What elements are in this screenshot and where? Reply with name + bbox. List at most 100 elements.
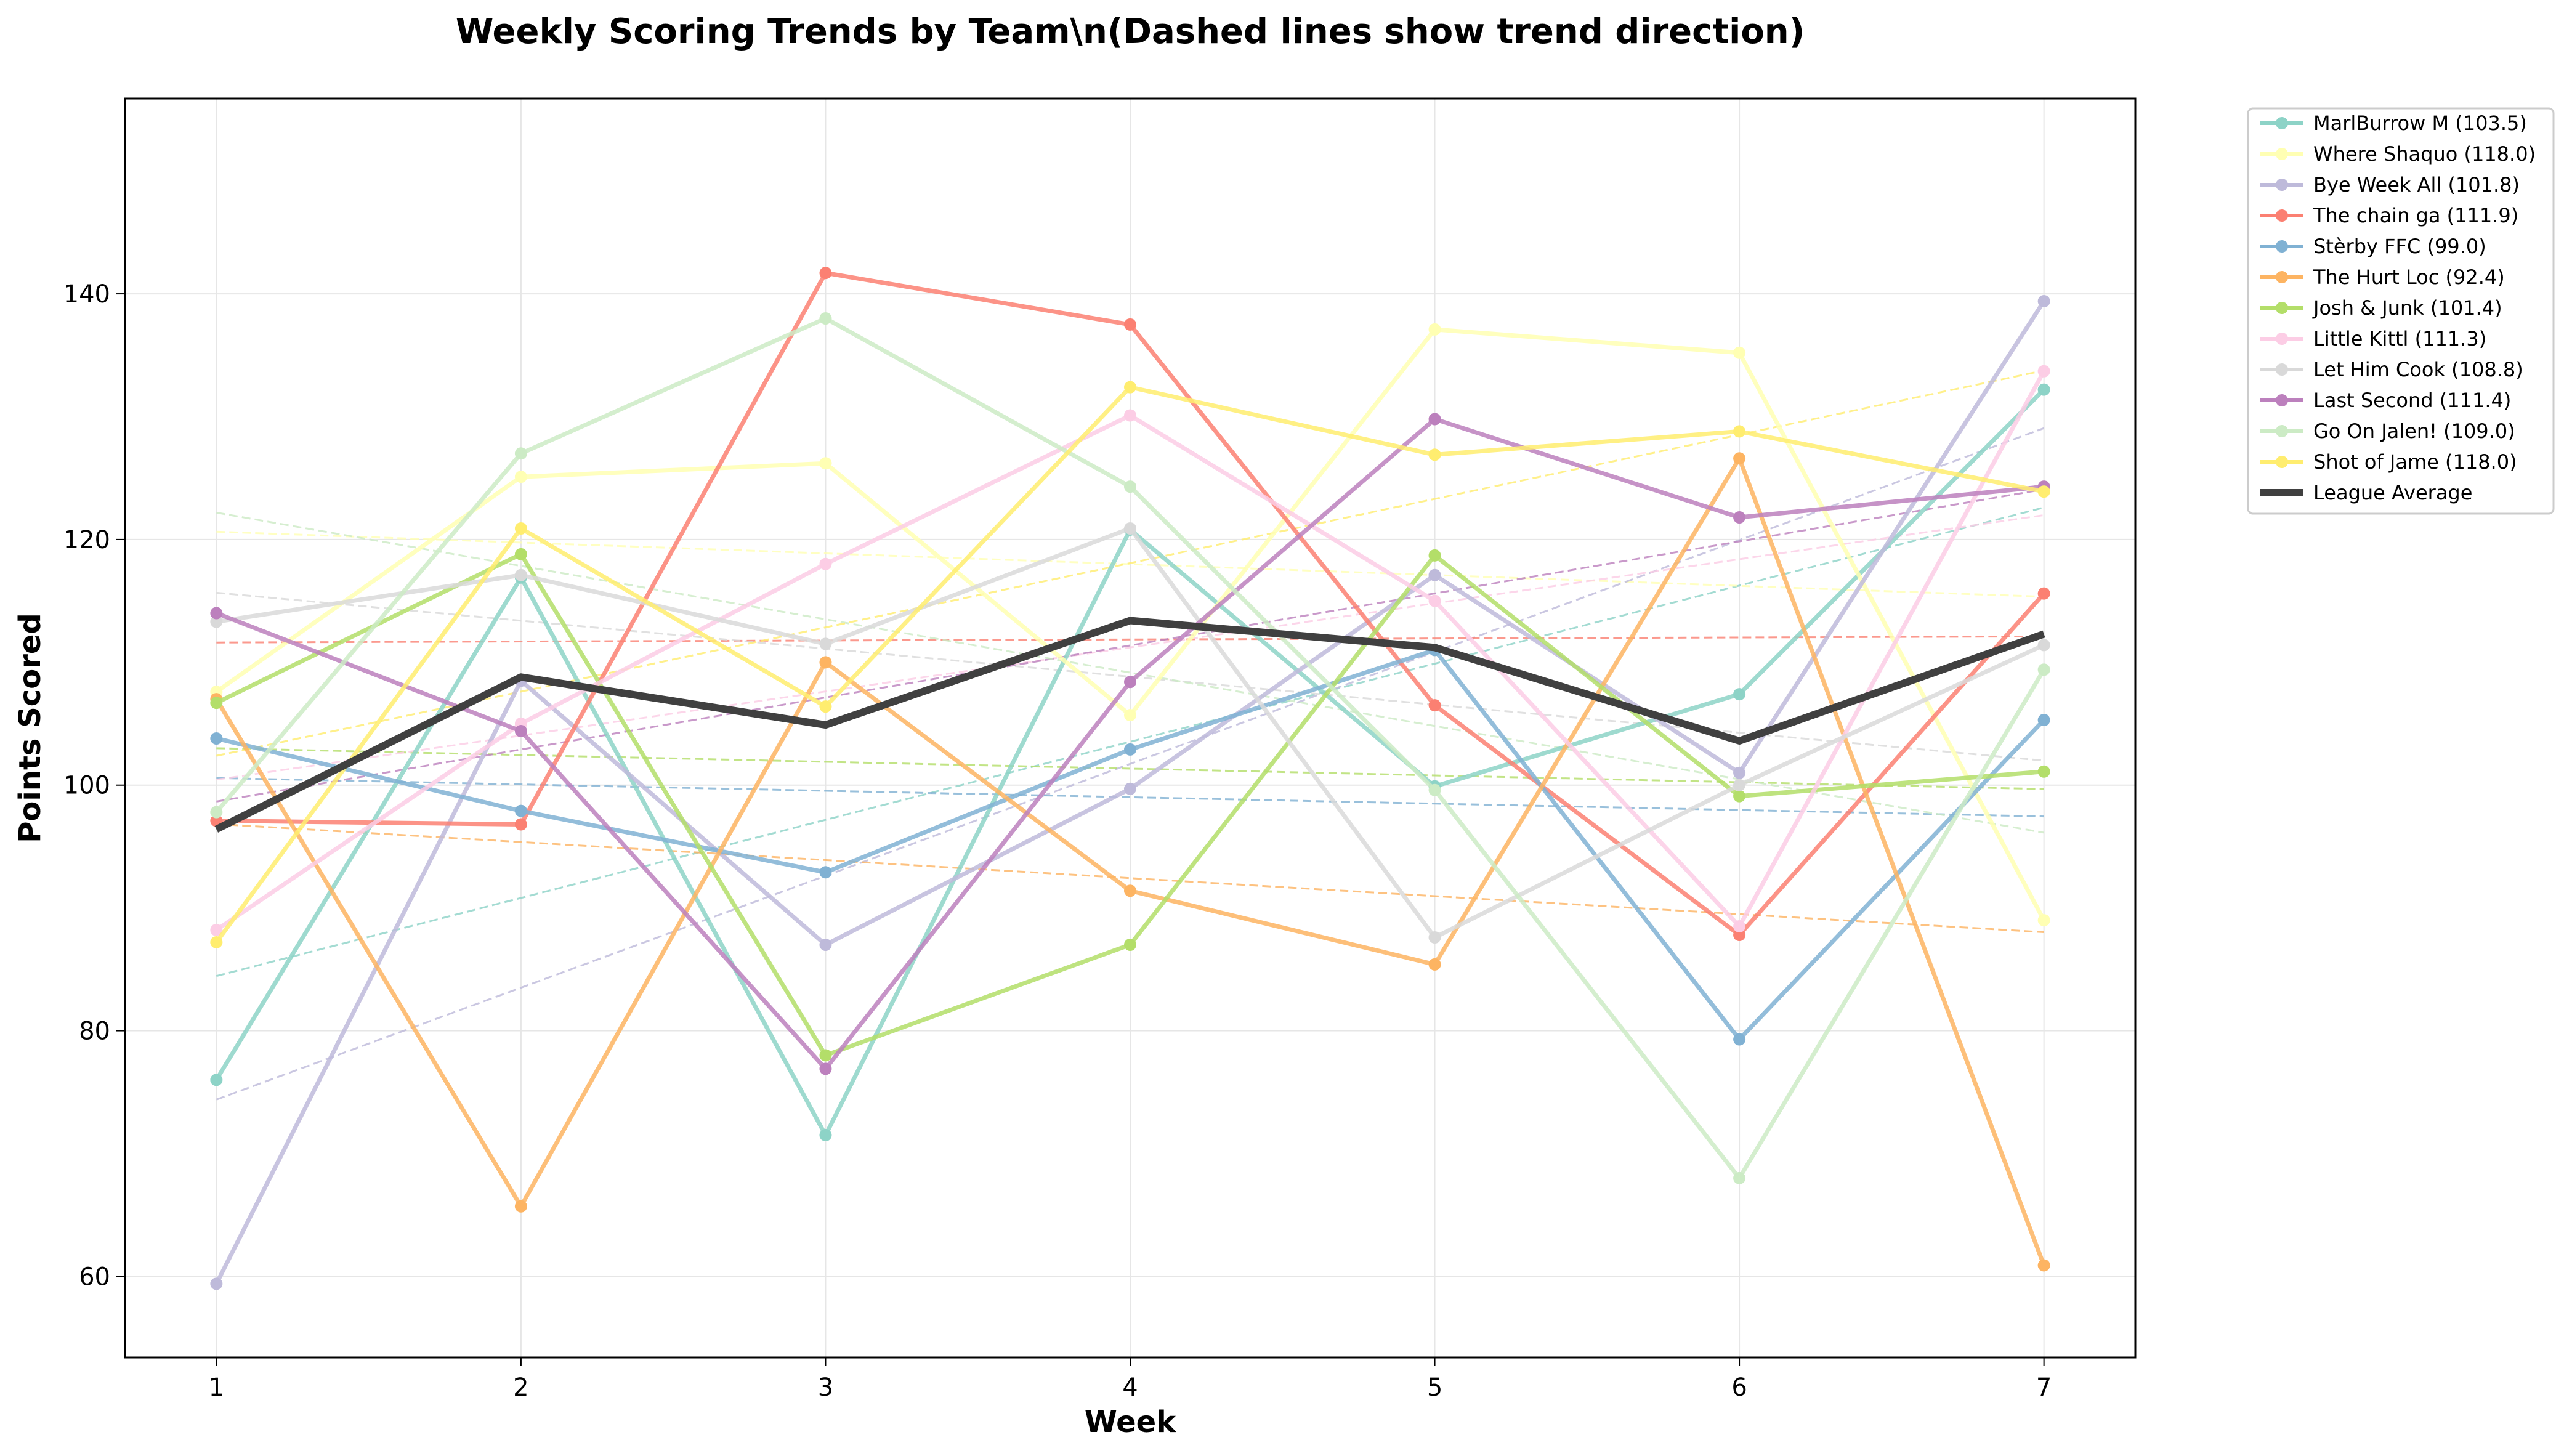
data-point (1124, 938, 1136, 951)
x-tick-label: 1 (209, 1373, 224, 1402)
data-point (1428, 323, 1441, 336)
y-tick-label: 80 (79, 1017, 110, 1046)
x-tick-label: 6 (1731, 1373, 1747, 1402)
legend-label: MarlBurrow M (103.5) (2313, 111, 2527, 135)
legend-item: Shot of Jame (118.0) (2260, 450, 2517, 474)
data-point (1124, 676, 1136, 689)
data-point (1428, 699, 1441, 712)
legend-label: Bye Week All (101.8) (2313, 173, 2520, 196)
legend-label: Josh & Junk (101.4) (2312, 296, 2502, 320)
legend-marker (2276, 425, 2288, 437)
legend-item: Let Him Cook (108.8) (2260, 358, 2523, 381)
data-point (2037, 914, 2050, 927)
data-point (1124, 480, 1136, 493)
data-point (1733, 766, 1746, 779)
data-point (1428, 549, 1441, 562)
legend-marker (2276, 240, 2288, 253)
average-line (214, 617, 2045, 833)
legend-marker (2276, 271, 2288, 283)
data-point (1428, 958, 1441, 971)
x-tick-label: 2 (513, 1373, 528, 1402)
data-point (1124, 409, 1136, 422)
data-point (514, 548, 527, 560)
legend-marker (2276, 302, 2288, 314)
legend-label: Where Shaquo (118.0) (2313, 142, 2536, 166)
data-point (2037, 765, 2050, 778)
legend-item: Stèrby FFC (99.0) (2260, 235, 2486, 258)
trend-line (216, 777, 2044, 818)
grid-lines (125, 99, 2135, 1357)
data-point (819, 1129, 832, 1142)
series-group (210, 644, 2050, 1046)
data-point (514, 447, 527, 460)
y-tick-label: 140 (63, 280, 110, 309)
data-point (2037, 295, 2050, 308)
series-group (210, 413, 2050, 1075)
chart-title: Weekly Scoring Trends by Team\n(Dashed l… (456, 12, 1805, 52)
series-group (210, 312, 2050, 1184)
data-point (1124, 522, 1136, 535)
x-tick-label: 5 (1427, 1373, 1442, 1402)
trend-line (216, 635, 2044, 644)
data-point (1124, 318, 1136, 331)
legend-label: Last Second (111.4) (2313, 389, 2511, 412)
plot-frame (124, 97, 2137, 1359)
data-point (1733, 511, 1746, 524)
data-point (514, 724, 527, 737)
trend-line (216, 427, 2045, 1101)
data-point (2037, 587, 2050, 600)
legend-label: League Average (2313, 481, 2472, 504)
legend-marker (2276, 363, 2288, 376)
x-axis-ticks: 1 2 3 4 5 6 7 (209, 1357, 2052, 1402)
legend-marker (2276, 394, 2288, 406)
data-point (819, 1062, 832, 1075)
legend-label: Stèrby FFC (99.0) (2313, 235, 2486, 258)
trend-line (216, 747, 2044, 790)
league-average-line (214, 617, 2045, 833)
data-point (1428, 413, 1441, 426)
data-point (1428, 594, 1441, 607)
legend-marker (2276, 209, 2288, 222)
trend-line (216, 488, 2044, 803)
x-tick-label: 4 (1122, 1373, 1138, 1402)
data-point (819, 267, 832, 280)
data-point (2037, 365, 2050, 378)
data-point (819, 312, 832, 325)
legend-frame (2247, 107, 2555, 515)
data-point (210, 1277, 223, 1290)
data-point (1733, 790, 1746, 803)
legend-item: The Hurt Loc (92.4) (2260, 265, 2505, 289)
series-group (210, 381, 2050, 948)
data-point (210, 1074, 223, 1086)
data-point (1733, 929, 1746, 942)
legend-marker (2276, 456, 2288, 468)
legend-label: Go On Jalen! (109.0) (2313, 419, 2515, 443)
data-point (2037, 714, 2050, 727)
legend-marker (2276, 148, 2288, 160)
data-point (1428, 568, 1441, 581)
legend-item: Go On Jalen! (109.0) (2260, 419, 2515, 443)
data-point (1428, 931, 1441, 944)
data-point (1733, 920, 1746, 933)
legend-marker (2276, 117, 2288, 129)
data-point (1124, 782, 1136, 795)
x-tick-label: 7 (2036, 1373, 2052, 1402)
legend-item: MarlBurrow M (103.5) (2260, 111, 2527, 135)
legend-item: The chain ga (111.9) (2260, 204, 2518, 227)
data-point (819, 656, 832, 669)
data-point (210, 615, 223, 628)
data-point (2037, 663, 2050, 676)
data-point (514, 471, 527, 483)
data-point (1124, 743, 1136, 756)
legend-item: Bye Week All (101.8) (2260, 173, 2520, 196)
legend-item: League Average (2260, 481, 2472, 504)
data-point (514, 1200, 527, 1213)
data-point (514, 804, 527, 817)
data-point (819, 700, 832, 713)
data-point (2037, 383, 2050, 396)
data-point (210, 936, 223, 948)
data-point (1124, 381, 1136, 394)
y-tick-label: 120 (63, 526, 110, 554)
